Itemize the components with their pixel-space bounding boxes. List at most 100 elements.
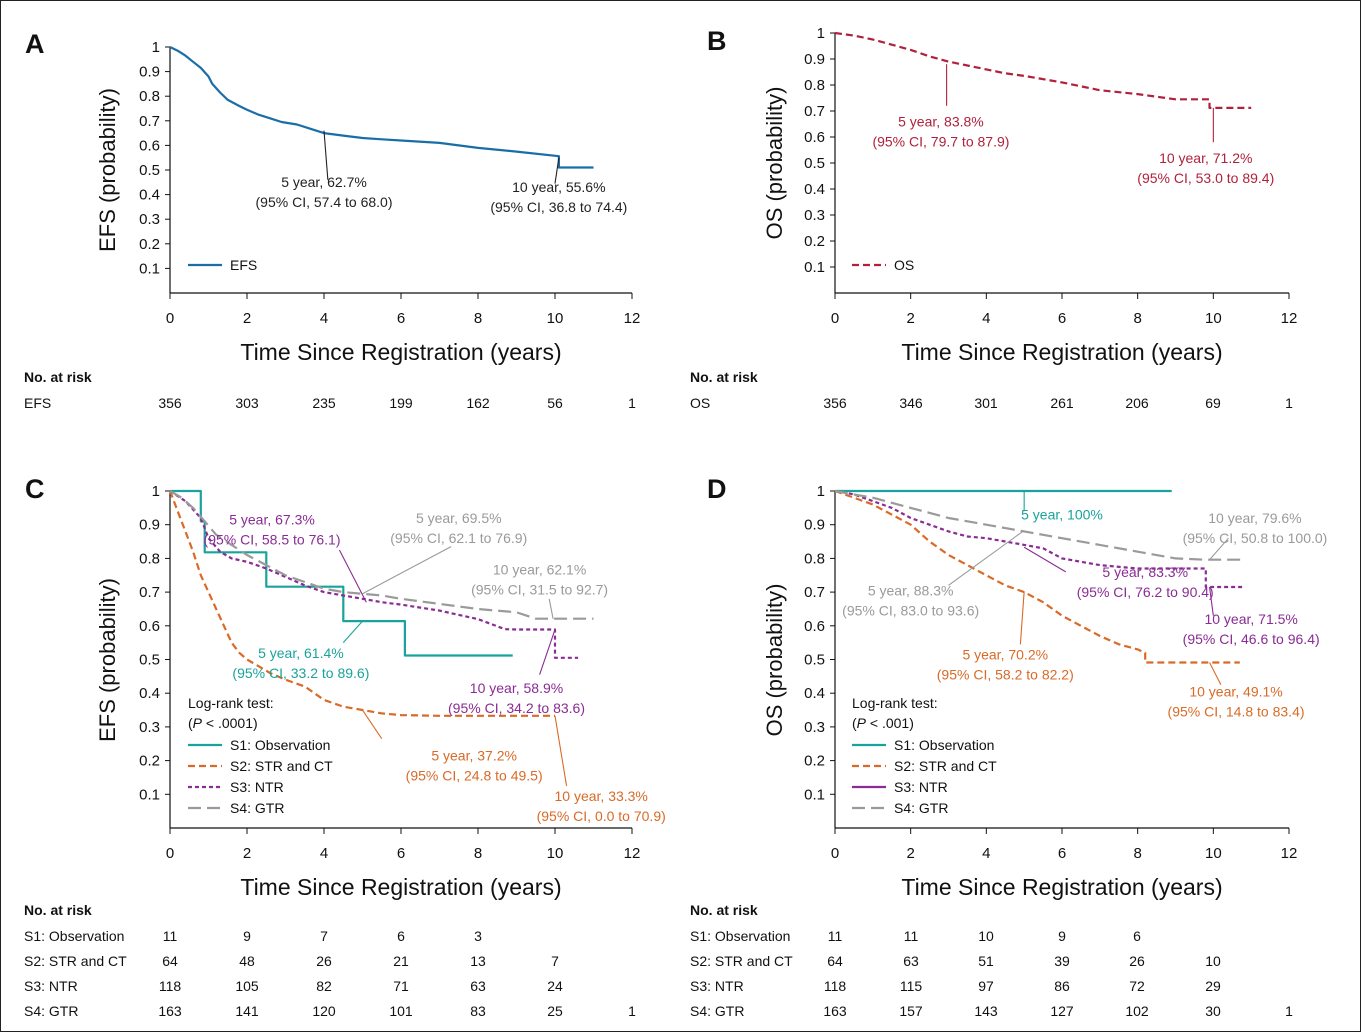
annotation-label: 10 year, 58.9% (95% CI, 34.2 to 83.6)	[448, 680, 585, 716]
annotation-line: 5 year, 83.8%	[898, 114, 984, 130]
risk-row-label: OS	[690, 395, 710, 411]
annotation-line: 5 year, 100%	[1021, 507, 1103, 523]
x-tick-label: 6	[1058, 310, 1066, 327]
y-tick-label: 1	[152, 483, 160, 500]
y-tick-label: 0.4	[139, 685, 160, 702]
annotation-line: (95% CI, 58.5 to 76.1)	[204, 532, 341, 548]
risk-value: 71	[393, 978, 409, 994]
annotation-label: 5 year, 67.3% (95% CI, 58.5 to 76.1)	[204, 512, 341, 548]
logrank-p-rest: < .0001)	[202, 715, 258, 731]
series-line-s4-gtr	[169, 490, 594, 620]
x-tick-label: 2	[243, 310, 251, 327]
risk-row-label: S4: GTR	[24, 1003, 78, 1019]
risk-value: 356	[158, 395, 182, 411]
risk-value: 11	[163, 928, 178, 944]
y-tick-label: 0.8	[804, 77, 825, 94]
y-tick-label: 1	[817, 483, 825, 500]
y-tick-label: 1	[817, 25, 825, 42]
risk-value: 163	[823, 1003, 847, 1019]
y-tick-label: 0.6	[139, 137, 160, 154]
x-tick-label: 10	[1205, 845, 1222, 862]
x-axis-title: Time Since Registration (years)	[901, 339, 1222, 365]
x-tick-label: 8	[1133, 310, 1141, 327]
annotation-line: (95% CI, 34.2 to 83.6)	[448, 700, 585, 716]
annotation-line: (95% CI, 0.0 to 70.9)	[537, 808, 666, 824]
risk-row-label: S3: NTR	[24, 978, 78, 994]
annotation-label: 10 year, 62.1% (95% CI, 31.5 to 92.7)	[471, 562, 608, 598]
risk-value: 346	[899, 395, 923, 411]
y-tick-label: 0.1	[139, 260, 160, 277]
logrank-p-value: (P < .001)	[852, 715, 914, 731]
risk-value: 6	[1133, 928, 1141, 944]
annotation-label: 10 year, 71.5% (95% CI, 46.6 to 96.4)	[1183, 611, 1320, 647]
logrank-open: (	[852, 715, 857, 731]
y-tick-label: 0.9	[804, 517, 825, 534]
y-tick-label: 0.2	[804, 753, 825, 770]
annotation-label: 10 year, 49.1% (95% CI, 14.8 to 83.4)	[1168, 684, 1305, 720]
x-tick-label: 2	[243, 845, 251, 862]
panel-letter: A	[25, 29, 45, 59]
annotation-label: 10 year, 55.6% (95% CI, 36.8 to 74.4)	[490, 179, 627, 215]
annotation-label: 5 year, 69.5% (95% CI, 62.1 to 76.9)	[390, 510, 527, 546]
logrank-title: Log-rank test:	[852, 695, 938, 711]
x-tick-label: 10	[547, 845, 564, 862]
annotation-leader	[1209, 662, 1222, 686]
risk-value: 235	[312, 395, 336, 411]
annotation-line: 5 year, 62.7%	[281, 174, 367, 190]
risk-row-label: EFS	[24, 395, 51, 411]
risk-value: 13	[470, 953, 486, 969]
y-tick-label: 0.7	[804, 103, 825, 120]
annotation-line: (95% CI, 58.2 to 82.2)	[937, 667, 1074, 683]
legend-label: S4: GTR	[894, 800, 948, 816]
risk-value: 141	[235, 1003, 259, 1019]
logrank-p-value: (P < .0001)	[188, 715, 258, 731]
annotation-leader	[1019, 591, 1025, 645]
legend-label: EFS	[230, 257, 257, 273]
annotation-line: (95% CI, 83.0 to 93.6)	[842, 602, 979, 618]
risk-value: 11	[904, 928, 919, 944]
annotation-leader	[1023, 546, 1067, 573]
x-tick-label: 8	[474, 845, 482, 862]
annotation-label: 5 year, 61.4% (95% CI, 33.2 to 89.6)	[232, 645, 369, 681]
risk-value: 3	[474, 928, 482, 944]
y-axis-title: OS (probability)	[762, 87, 787, 240]
legend-label: S1: Observation	[894, 737, 994, 753]
risk-value: 1	[628, 395, 636, 411]
y-tick-label: 0.9	[139, 517, 160, 534]
risk-row-label: S3: NTR	[690, 978, 744, 994]
y-tick-label: 0.3	[804, 207, 825, 224]
y-tick-label: 0.3	[139, 719, 160, 736]
annotation-leader	[342, 620, 363, 644]
x-tick-label: 4	[982, 845, 990, 862]
y-tick-label: 0.8	[139, 550, 160, 567]
annotation-leader	[948, 529, 1025, 586]
risk-value: 72	[1129, 978, 1145, 994]
annotation-line: (95% CI, 36.8 to 74.4)	[490, 199, 627, 215]
risk-table-title: No. at risk	[690, 369, 758, 385]
annotation-line: (95% CI, 31.5 to 92.7)	[471, 582, 608, 598]
risk-value: 97	[978, 978, 994, 994]
x-tick-label: 12	[624, 310, 641, 327]
x-tick-label: 2	[906, 310, 914, 327]
risk-value: 26	[316, 953, 332, 969]
x-tick-label: 6	[397, 845, 405, 862]
logrank-p-symbol: P	[193, 715, 203, 731]
annotation-line: (95% CI, 53.0 to 89.4)	[1137, 170, 1274, 186]
annotation-line: (95% CI, 33.2 to 89.6)	[232, 665, 369, 681]
y-tick-label: 0.6	[804, 618, 825, 635]
annotation-line: (95% CI, 57.4 to 68.0)	[256, 194, 393, 210]
y-tick-label: 0.9	[804, 51, 825, 68]
risk-value: 39	[1054, 953, 1070, 969]
risk-value: 11	[828, 928, 843, 944]
y-tick-label: 0.5	[139, 162, 160, 179]
panel-letter: C	[25, 474, 45, 504]
risk-value: 143	[974, 1003, 998, 1019]
annotation-line: (95% CI, 14.8 to 83.4)	[1168, 704, 1305, 720]
annotation-leader	[1209, 586, 1214, 616]
risk-value: 101	[389, 1003, 413, 1019]
risk-value: 86	[1054, 978, 1070, 994]
annotation-line: 5 year, 67.3%	[229, 512, 315, 528]
